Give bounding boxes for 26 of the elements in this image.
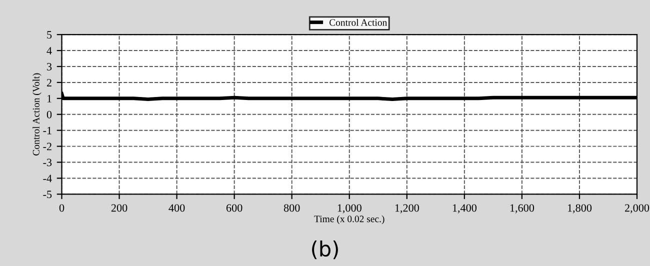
y-tick-label: 1: [47, 94, 52, 102]
x-tick-label: 1,000: [338, 204, 362, 214]
x-tick-label: 400: [168, 204, 185, 212]
y-tick-label: 4: [46, 47, 52, 54]
x-tick-label: 800: [284, 204, 300, 212]
x-tick-label: 200: [111, 204, 128, 212]
y-tick-label: 0: [46, 110, 52, 118]
legend-label: Control Action: [329, 18, 388, 26]
y-tick-label: 2: [46, 78, 52, 86]
y-axis-title: Control Action (Volt): [32, 73, 42, 156]
x-tick-label: 2,000: [624, 204, 650, 214]
y-tick-label: -2: [43, 142, 52, 150]
x-tick-label: 1,400: [452, 204, 476, 214]
x-tick-label: 1,800: [568, 204, 592, 214]
y-tick-label: 5: [47, 31, 52, 39]
x-axis-title: Time (x 0.02 sec.): [314, 215, 384, 224]
x-tick-label: 600: [226, 204, 242, 212]
text: (b): [312, 240, 338, 260]
y-tick-label: 3: [47, 62, 52, 70]
y-tick-label: -3: [43, 158, 52, 166]
x-tick-label: 0: [59, 204, 64, 212]
y-tick-label: -5: [43, 190, 52, 198]
x-tick-label: 1,200: [395, 204, 419, 214]
y-tick-label: -1: [43, 126, 52, 134]
x-tick-label: 1,600: [510, 204, 534, 214]
y-tick-label: -4: [43, 174, 52, 182]
